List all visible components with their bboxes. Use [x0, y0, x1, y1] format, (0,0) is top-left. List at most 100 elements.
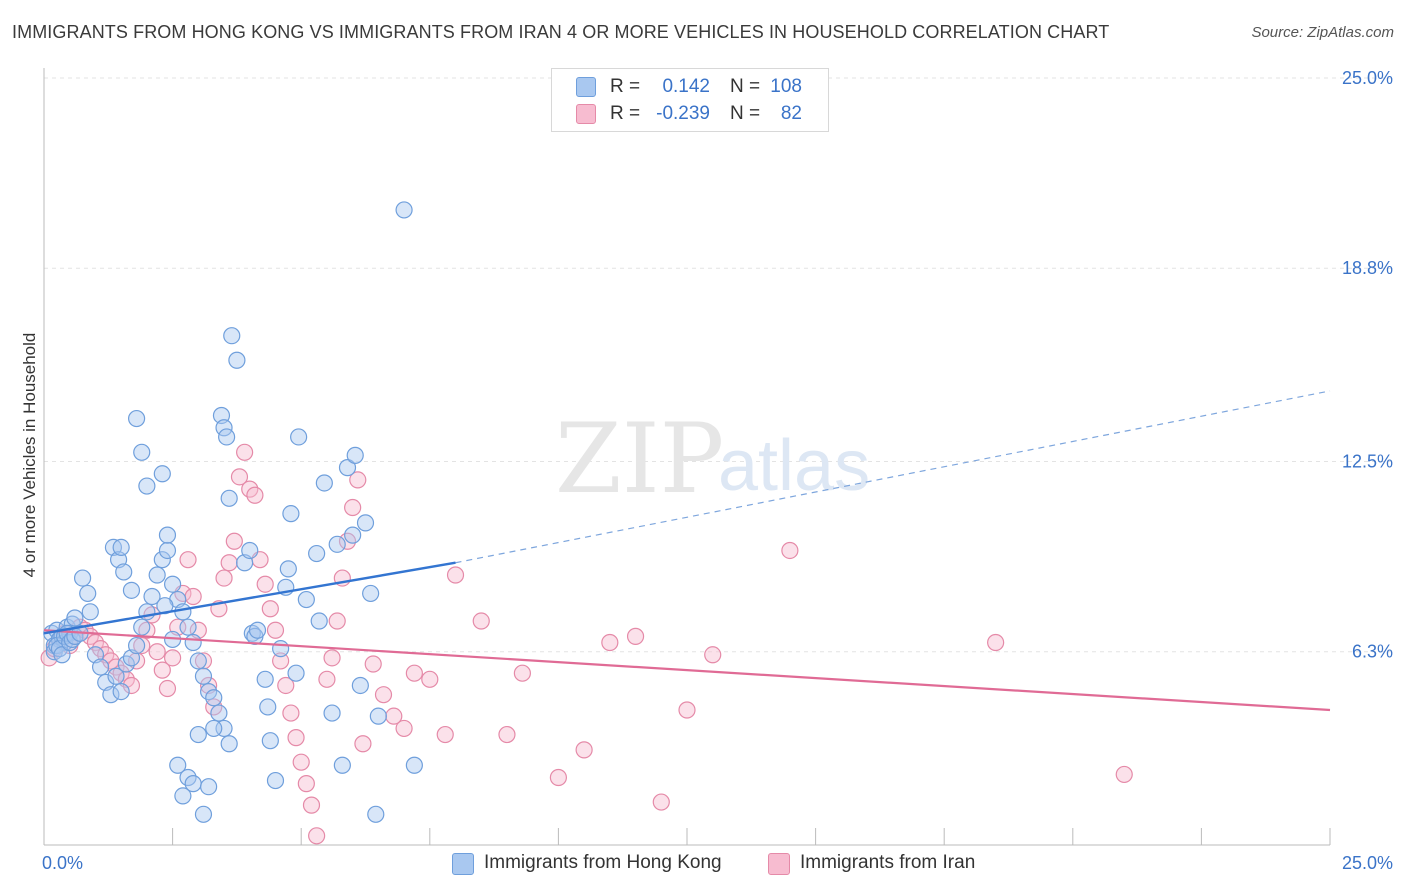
point-hong-kong [112, 538, 130, 557]
point-hong-kong [367, 805, 385, 823]
point-hong-kong [220, 735, 238, 753]
watermark-zip: ZIP [555, 403, 724, 515]
point-hong-kong [323, 704, 341, 722]
point-hong-kong [344, 526, 362, 544]
point-hong-kong [356, 514, 375, 532]
point-iran [148, 643, 166, 661]
point-hong-kong [290, 428, 308, 446]
point-hong-kong [164, 575, 182, 593]
point-hong-kong [338, 459, 357, 477]
point-iran [122, 676, 141, 695]
x-tick-label: 0.0% [42, 853, 83, 873]
correlation-legend: R = 0.142 N = 108 R = -0.239 N = 82 [551, 68, 829, 132]
y-axis-title: 4 or more Vehicles in Household [20, 332, 39, 578]
point-hong-kong [127, 636, 146, 655]
legend-r-value: 0.142 [662, 76, 710, 97]
point-iran [405, 664, 423, 682]
point-hong-kong [200, 778, 218, 796]
point-hong-kong [148, 566, 166, 584]
point-hong-kong [112, 682, 130, 701]
series-iran-points [40, 443, 1133, 845]
point-iran [308, 827, 326, 845]
point-iran [297, 775, 315, 793]
point-iran [256, 575, 274, 593]
point-hong-kong [184, 633, 202, 652]
point-iran [282, 704, 300, 722]
point-hong-kong [184, 775, 202, 793]
point-iran [704, 646, 722, 664]
point-iran [261, 600, 279, 618]
point-iran [153, 661, 171, 679]
legend-n-value: 108 [770, 76, 802, 97]
point-hong-kong [66, 609, 84, 627]
legend-swatch-iran [576, 104, 596, 124]
point-iran [987, 633, 1005, 652]
point-hong-kong [243, 624, 261, 642]
point-iran [138, 621, 156, 639]
point-iran [277, 676, 295, 695]
point-iran [236, 443, 254, 461]
point-hong-kong [248, 621, 267, 639]
point-iran [436, 725, 454, 744]
point-hong-kong [282, 505, 300, 523]
point-hong-kong [315, 474, 333, 492]
source-label: Source: ZipAtlas.com [1251, 24, 1394, 41]
tick-labels: 6.3% 12.5% 18.8% 25.0% 0.0% 25.0% [42, 68, 1393, 873]
point-iran [318, 670, 336, 688]
point-iran [344, 498, 362, 517]
point-iran [292, 753, 310, 771]
point-hong-kong [174, 787, 192, 805]
point-hong-kong [241, 541, 259, 560]
point-iran [354, 735, 372, 753]
legend-row-hong-kong: R = 0.142 N = 108 [552, 74, 828, 100]
point-iran [194, 652, 213, 670]
y-tick-label: 12.5% [1342, 452, 1393, 472]
point-hong-kong [308, 544, 326, 563]
watermark: ZIP atlas [555, 403, 870, 515]
point-iran [158, 679, 177, 698]
point-hong-kong [218, 428, 236, 446]
point-hong-kong [53, 646, 71, 664]
point-hong-kong [351, 676, 369, 695]
point-iran [133, 636, 151, 655]
legend-r-label: R = [610, 103, 641, 124]
point-hong-kong [205, 689, 223, 707]
point-hong-kong [369, 707, 387, 725]
bottom-legend-swatch-hong-kong [452, 853, 474, 875]
bottom-legend-swatch-iran [768, 853, 790, 875]
point-hong-kong [133, 443, 151, 461]
point-hong-kong [256, 670, 274, 688]
chart-title: IMMIGRANTS FROM HONG KONG VS IMMIGRANTS … [12, 22, 1110, 42]
point-hong-kong [266, 771, 285, 790]
point-hong-kong [346, 446, 364, 464]
point-hong-kong [158, 541, 177, 560]
watermark-atlas: atlas [718, 426, 870, 506]
point-hong-kong [133, 618, 151, 636]
x-tick-label: 25.0% [1342, 853, 1393, 873]
point-iran [179, 551, 197, 569]
point-iran [272, 652, 290, 670]
y-tick-label: 6.3% [1352, 642, 1393, 662]
point-hong-kong [143, 587, 161, 606]
point-iran [328, 612, 346, 630]
point-hong-kong [328, 535, 346, 553]
point-iran [127, 652, 146, 670]
point-hong-kong [220, 489, 238, 507]
point-iran [364, 655, 382, 673]
point-hong-kong [122, 581, 141, 599]
point-hong-kong [115, 563, 133, 581]
point-iran [626, 627, 645, 645]
point-iran [323, 649, 341, 667]
point-iran [215, 569, 233, 587]
point-hong-kong [153, 551, 171, 569]
point-hong-kong [228, 351, 246, 369]
point-hong-kong [279, 560, 297, 578]
y-tick-label: 18.8% [1342, 258, 1393, 278]
point-hong-kong [138, 477, 156, 495]
point-iran [164, 649, 182, 667]
trend-line-iran [43, 629, 1331, 712]
point-iran [225, 532, 243, 550]
point-hong-kong [310, 612, 328, 630]
point-hong-kong [179, 618, 197, 636]
point-hong-kong [79, 584, 97, 603]
